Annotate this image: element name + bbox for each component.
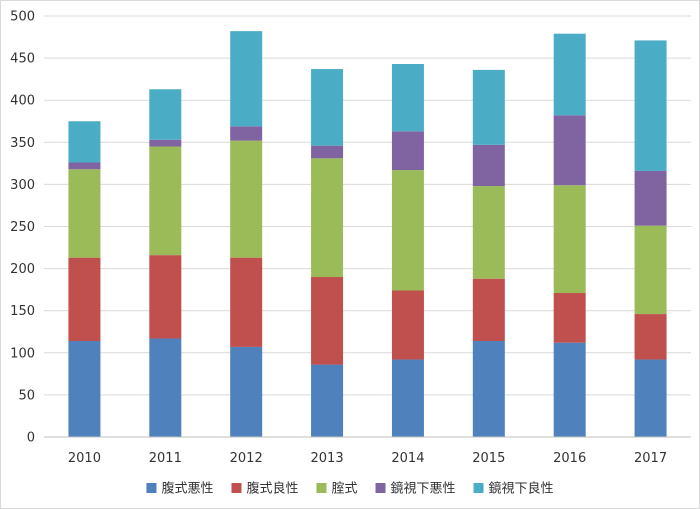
bar-segment xyxy=(68,341,101,437)
bar-segment xyxy=(472,186,505,279)
bar-segment xyxy=(553,33,586,116)
y-tick-label: 200 xyxy=(10,262,35,277)
bar-segment xyxy=(311,158,344,278)
bar-segment xyxy=(472,278,505,342)
bar-segment xyxy=(68,257,101,342)
legend-label: 鏡視下悪性 xyxy=(391,482,456,497)
x-tick-label: 2011 xyxy=(149,451,182,466)
legend-label: 腹式良性 xyxy=(246,481,298,497)
bars xyxy=(68,31,667,437)
bar-segment xyxy=(391,63,424,132)
legend: 腹式悪性 腹式良性 腟式 鏡視下悪性 鏡視下良性 xyxy=(146,481,554,497)
bar-segment xyxy=(149,255,182,339)
bar-segment xyxy=(634,170,667,226)
bar-segment xyxy=(311,69,344,146)
y-tick-label: 50 xyxy=(18,388,35,403)
legend-swatch xyxy=(146,483,157,493)
bar-segment xyxy=(634,359,667,437)
bar-segment xyxy=(311,364,344,437)
bar-segment xyxy=(634,225,667,315)
legend-label: 腟式 xyxy=(331,481,357,497)
bar-segment xyxy=(68,121,101,163)
y-tick-label: 100 xyxy=(10,346,35,361)
bar-segment xyxy=(149,146,182,256)
x-tick-label: 2010 xyxy=(68,451,101,466)
bar-segment xyxy=(68,169,101,258)
y-tick-label: 500 xyxy=(10,10,35,25)
y-tick-label: 250 xyxy=(10,220,35,235)
x-tick-label: 2015 xyxy=(472,451,505,466)
y-tick-label: 450 xyxy=(10,52,35,67)
bar-segment xyxy=(553,115,586,186)
bar-segment xyxy=(391,290,424,360)
legend-swatch xyxy=(473,483,484,493)
legend-label: 鏡視下良性 xyxy=(489,481,554,497)
legend-swatch xyxy=(316,483,327,493)
bar-segment xyxy=(149,338,182,437)
y-tick-label: 0 xyxy=(27,431,35,446)
y-tick-label: 400 xyxy=(10,94,35,109)
axes: 0 50 100 150 200 250 300 350 400 450 500 2010 2011 20… xyxy=(10,10,691,466)
bar-segment xyxy=(472,341,505,437)
x-tick-label: 2013 xyxy=(311,451,344,466)
bar-segment xyxy=(391,359,424,437)
bar-segment xyxy=(472,69,505,145)
bar-segment xyxy=(553,342,586,437)
bar-segment xyxy=(391,131,424,171)
y-tick-label: 150 xyxy=(10,304,35,319)
bar-segment xyxy=(311,277,344,365)
bar-segment xyxy=(391,170,424,291)
x-tick-label: 2016 xyxy=(553,451,586,466)
legend-label: 腹式悪性 xyxy=(161,481,213,497)
legend-swatch xyxy=(375,483,386,493)
bar-segment xyxy=(553,185,586,294)
y-tick-label: 300 xyxy=(10,178,35,193)
x-tick-label: 2012 xyxy=(230,451,263,466)
gridlines xyxy=(44,15,691,438)
bar-segment xyxy=(311,145,344,159)
y-tick-label: 350 xyxy=(10,136,35,151)
bar-segment xyxy=(149,139,182,147)
bar-segment xyxy=(472,144,505,187)
bar-segment xyxy=(230,126,263,141)
bar-segment xyxy=(149,89,182,140)
legend-swatch xyxy=(231,483,242,493)
bar-segment xyxy=(230,257,263,347)
bar-segment xyxy=(230,346,263,437)
x-tick-label: 2017 xyxy=(634,451,667,466)
bar-segment xyxy=(230,31,263,127)
bar-segment xyxy=(634,40,667,171)
bar-segment xyxy=(68,162,101,170)
bar-segment xyxy=(553,293,586,343)
x-tick-label: 2014 xyxy=(391,451,424,466)
bar-segment xyxy=(634,314,667,360)
bar-segment xyxy=(230,140,263,258)
